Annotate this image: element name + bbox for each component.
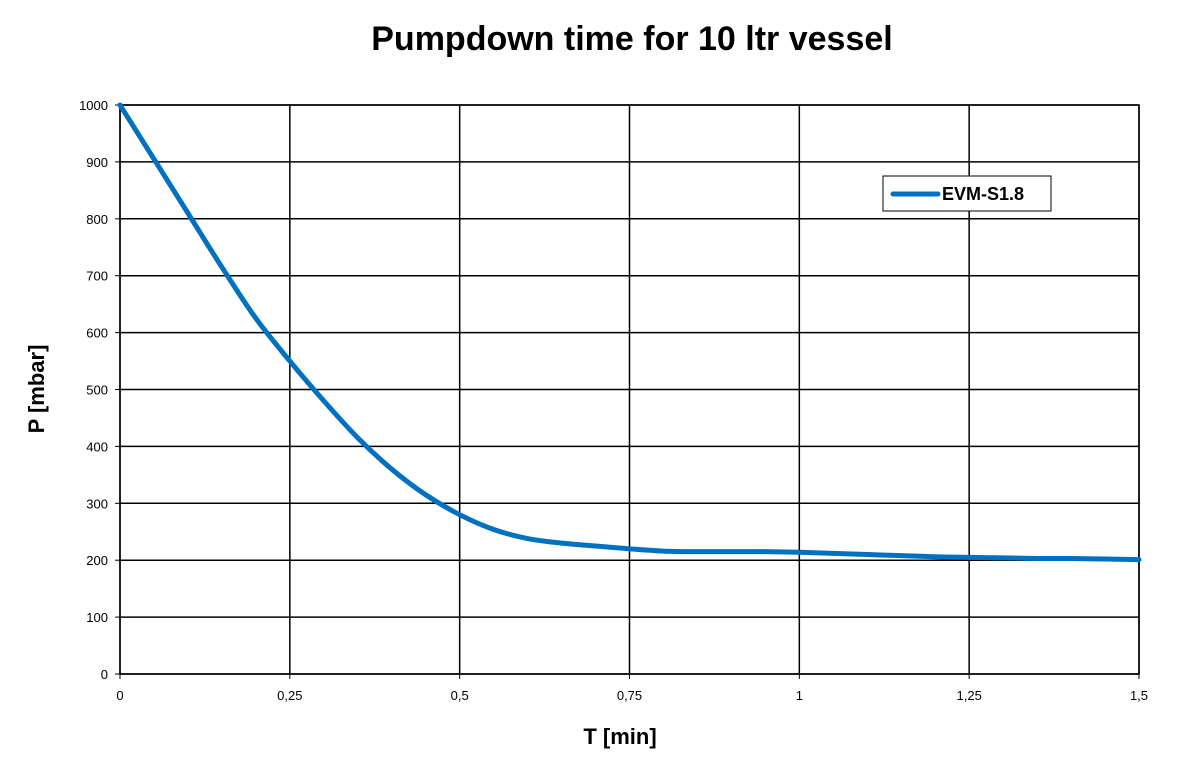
y-tick-label: 600	[86, 326, 108, 341]
y-tick-label: 1000	[79, 98, 108, 113]
chart-title: Pumpdown time for 10 ltr vessel	[371, 20, 892, 58]
y-tick-label: 700	[86, 269, 108, 284]
x-tick-label: 1,25	[957, 688, 982, 703]
x-tick-label: 0,25	[277, 688, 302, 703]
y-tick-label: 500	[86, 383, 108, 398]
y-tick-label: 800	[86, 212, 108, 227]
y-tick-label: 0	[101, 667, 108, 682]
series-line	[117, 102, 1142, 563]
y-tick-label: 400	[86, 439, 108, 454]
y-tick-label: 100	[86, 610, 108, 625]
y-tick-label: 900	[86, 155, 108, 170]
y-tick-label: 300	[86, 496, 108, 511]
legend: EVM-S1.8	[882, 175, 1052, 212]
series-group	[117, 102, 1142, 563]
x-tick-label: 1,5	[1130, 688, 1148, 703]
x-tick-label: 0	[116, 688, 123, 703]
legend-label: EVM-S1.8	[942, 184, 1024, 204]
x-axis-label: T [min]	[583, 724, 656, 749]
x-axis-ticks: 0 0,25 0,5 0,75 1 1,25 1,5	[116, 674, 1148, 703]
x-tick-label: 1	[796, 688, 803, 703]
x-tick-label: 0,75	[617, 688, 642, 703]
y-tick-label: 200	[86, 553, 108, 568]
y-axis-ticks: 0 100 200 300 400 500 600 700 800 900 1000	[79, 98, 120, 682]
y-axis-label: P [mbar]	[24, 345, 49, 434]
x-tick-label: 0,5	[451, 688, 469, 703]
